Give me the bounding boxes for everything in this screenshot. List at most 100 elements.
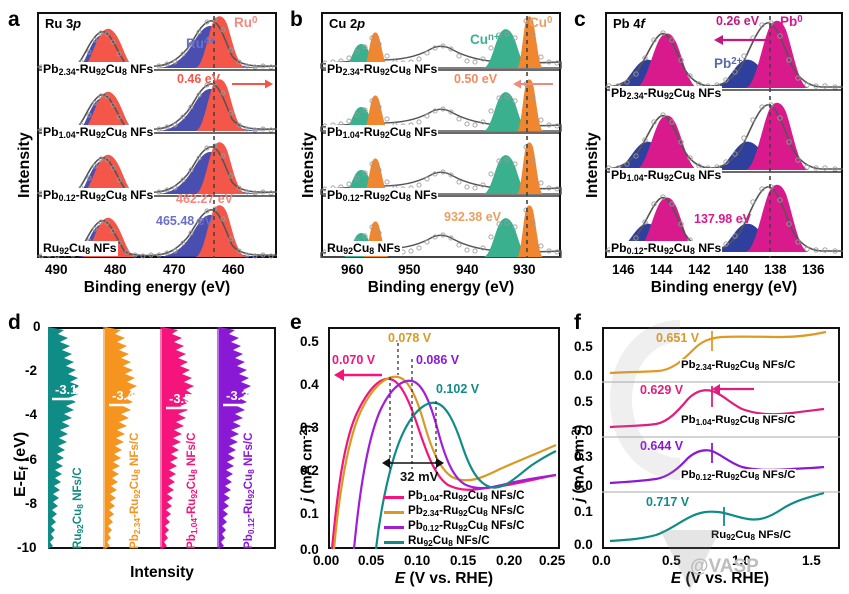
panel-e-xlabel: E (V vs. RHE) — [394, 570, 494, 587]
panel-f-ytick-1b: 0.0 — [574, 423, 593, 438]
panel-c-xtick-0: 146 — [612, 262, 635, 277]
panel-c-xtick-4: 138 — [764, 262, 787, 277]
panel-e-ytick-3: 0.3 — [300, 420, 319, 435]
panel-e-ytick-0: 0.0 — [300, 542, 319, 557]
panel-e-legend-label-1: Pb2.34-Ru92Cu8 NFs/C — [408, 504, 525, 519]
panel-d-letter: d — [8, 311, 21, 334]
panel-f-ytick-3b: 0.0 — [574, 537, 593, 552]
panel-e-legend-swatch-0 — [384, 496, 404, 499]
panel-f-letter: f — [574, 311, 581, 334]
panel-c-letter: c — [574, 8, 586, 31]
panel-a-xtick-1: 480 — [104, 262, 127, 277]
panel-c-xtick-3: 140 — [726, 262, 749, 277]
panel-c-plot-frame — [605, 12, 843, 258]
panel-b-letter: b — [290, 8, 303, 31]
panel-e-ytick-4: 0.4 — [300, 377, 319, 392]
panel-e-annotation-3: 0.102 V — [436, 382, 480, 396]
panel-d-trace-label-3: Pb0.12-Ru92Cu8 NFs/C — [242, 432, 257, 549]
panel-b-xtick-2: 940 — [456, 262, 479, 277]
panel-b-spectrum-label-1: Pb1.04-Ru92Cu8 NFs — [326, 125, 439, 141]
panel-b-xtick-0: 960 — [341, 262, 364, 277]
panel-a-title: Ru 3p — [44, 16, 83, 31]
panel-b-spectrum-label-0: Pb2.34-Ru92Cu8 NFs — [326, 62, 439, 78]
panel-e-annotation-2: 0.086 V — [416, 353, 460, 367]
panel-f-peak-2: 0.644 V — [640, 439, 684, 453]
panel-f-ytick-2b: 0.0 — [574, 478, 593, 493]
panel-c-peak-metallic: 137.98 eV — [694, 212, 751, 226]
panel-d-dband-3: -3.39 — [226, 388, 256, 403]
panel-e-ytick-2: 0.2 — [300, 463, 319, 478]
panel-d-ytick-4: -8 — [25, 496, 38, 511]
panel-e: e j (mA cm-2) 0.070 V 0.078 V 0.086 V 0.… — [284, 297, 568, 594]
panel-f-peak-1: 0.629 V — [640, 383, 684, 397]
panel-c-xtick-2: 142 — [688, 262, 711, 277]
panel-b-xtick-3: 930 — [513, 262, 536, 277]
panel-e-plot-frame — [328, 327, 560, 549]
panel-e-cv-svg — [330, 343, 557, 550]
panel-a-xlabel: Binding energy (eV) — [83, 279, 231, 296]
panel-a-spectrum-label-3: Ru92Cu8 NFs — [42, 241, 118, 257]
panel-f-peak-3: 0.717 V — [646, 495, 690, 509]
panel-b-label-oxidized: Cun+ — [470, 32, 500, 48]
panel-a-xtick-3: 460 — [222, 262, 245, 277]
panel-d-dband-2: -3.52 — [169, 391, 199, 406]
panel-e-annotation-1: 0.078 V — [388, 331, 432, 345]
panel-a-spectrum-label-2: Pb0.12-Ru92Cu8 NFs — [42, 188, 155, 204]
panel-d-ytick-1: -2 — [25, 363, 38, 378]
panel-d-dband-0: -3.12 — [55, 382, 85, 397]
panel-c-ylabel: Intensity — [584, 132, 601, 198]
panel-c: c Intensity Pb 4f — [568, 0, 849, 297]
panel-e-legend-label-0: Pb1.04-Ru92Cu8 NFs/C — [408, 489, 525, 504]
panel-a-shift-label: 0.46 eV — [177, 72, 221, 86]
panel-f-ytick-3a: 0.1 — [574, 504, 593, 519]
panel-b-spectrum-label-2: Pb0.12-Ru92Cu8 NFs — [326, 188, 439, 204]
panel-c-label-metallic: Pb0 — [780, 14, 803, 30]
panel-c-spectrum-label-2: Pb0.12-Ru92Cu8 NFs — [610, 241, 723, 257]
panel-f-ytick-1a: 0.5 — [574, 394, 593, 409]
panel-b-ylabel: Intensity — [300, 132, 317, 198]
panel-e-annotation-0: 0.070 V — [332, 353, 376, 367]
panel-f-xtick-0: 0.0 — [592, 553, 611, 568]
panel-b-shift-arrow — [513, 79, 553, 89]
panel-c-label-oxidized: Pb2+ — [714, 56, 743, 72]
panel-d-ytick-0: 0 — [33, 319, 41, 334]
panel-e-xtick-3: 0.15 — [450, 553, 477, 568]
panel-b-title: Cu 2p — [328, 16, 367, 31]
panel-b-label-metallic: Cu0 — [529, 15, 553, 31]
panel-d-ytick-2: -4 — [25, 407, 38, 422]
panel-e-xtick-1: 0.05 — [358, 553, 385, 568]
panel-b-spectrum-label-3: Ru92Cu8 NFs — [326, 241, 402, 257]
panel-f-ytick-0a: 0.5 — [574, 339, 593, 354]
panel-a-label-oxidized: Ru4+ — [186, 36, 216, 52]
panel-b-xtick-1: 950 — [398, 262, 421, 277]
panel-b-peak-metallic: 932.38 eV — [444, 210, 501, 224]
panel-c-shift-arrow — [714, 35, 770, 45]
panel-c-title: Pb 4f — [612, 16, 646, 31]
panel-a-peak-metallic: 462.27 eV — [176, 192, 233, 206]
panel-a-xtick-2: 470 — [163, 262, 186, 277]
panel-b: b Intensity Cu 2p — [284, 0, 568, 297]
panel-d-dband-1: -3.40 — [112, 388, 142, 403]
panel-a-label-metallic: Ru0 — [234, 15, 258, 31]
panel-c-xtick-5: 136 — [802, 262, 825, 277]
panel-e-xtick-2: 0.10 — [404, 553, 431, 568]
panel-f-xtick-3: 1.5 — [802, 553, 821, 568]
panel-f-xlabel: E (V vs. RHE) — [670, 570, 770, 587]
panel-d-xlabel: Intensity — [130, 564, 194, 581]
panel-f-ytick-2a: 0.3 — [574, 449, 593, 464]
panel-f-ytick-0b: 0.0 — [574, 368, 593, 383]
panel-d: d E-Ef (eV) -3.12 -3.40 -3.52 -3.39 Ru92… — [0, 297, 284, 594]
panel-f-row-label-3: Ru92Cu8 NFs/C — [710, 529, 793, 543]
panel-d-trace-label-1: Pb2.34-Ru92Cu8 NFs/C — [128, 432, 143, 549]
panel-a: a Intensity Ru 3p — [0, 0, 284, 297]
panel-a-letter: a — [8, 8, 20, 31]
panel-c-shift-label: 0.26 eV — [716, 14, 760, 28]
panel-d-ytick-5: -10 — [17, 540, 37, 555]
panel-e-xtick-5: 0.25 — [539, 553, 566, 568]
panel-b-shift-label: 0.50 eV — [454, 72, 498, 86]
panel-c-spectrum-label-1: Pb1.04-Ru92Cu8 NFs — [610, 168, 723, 184]
panel-a-shift-arrow — [232, 79, 273, 89]
panel-a-peak-oxidized: 465.48 eV — [156, 214, 213, 228]
panel-e-annotation-4: 32 mV — [400, 469, 439, 484]
panel-e-legend-swatch-3 — [384, 541, 404, 544]
